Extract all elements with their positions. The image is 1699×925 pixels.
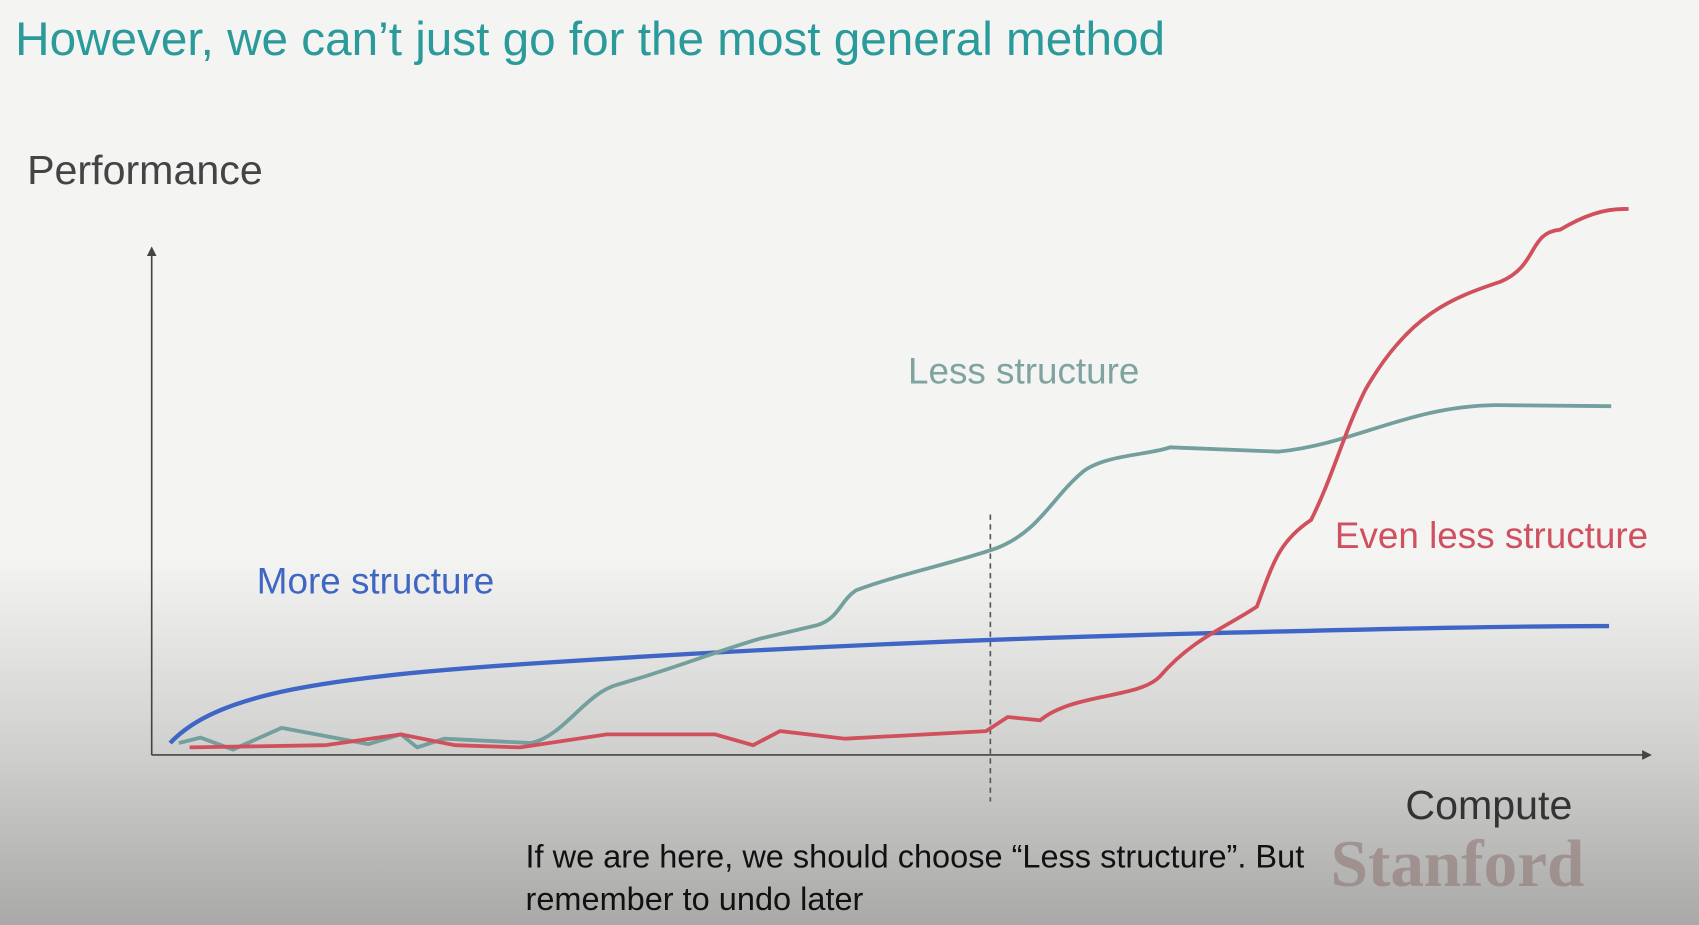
- curve-more-structure: [168, 623, 1610, 745]
- y-axis-label: Performance: [27, 147, 263, 193]
- watermark: Stanford: [1331, 826, 1585, 901]
- x-axis-label: Compute: [1405, 782, 1572, 828]
- curve-even-less-structure: [189, 207, 1629, 750]
- caption-line: remember to undo later: [526, 881, 864, 917]
- curve-label: Even less structure: [1335, 515, 1648, 556]
- curve-less-structure: [178, 403, 1612, 752]
- caption-line: If we are here, we should choose “Less s…: [526, 839, 1305, 875]
- curve-label: More structure: [257, 561, 494, 602]
- slide-title: However, we can’t just go for the most g…: [15, 13, 1165, 66]
- curve-label: Less structure: [908, 350, 1139, 391]
